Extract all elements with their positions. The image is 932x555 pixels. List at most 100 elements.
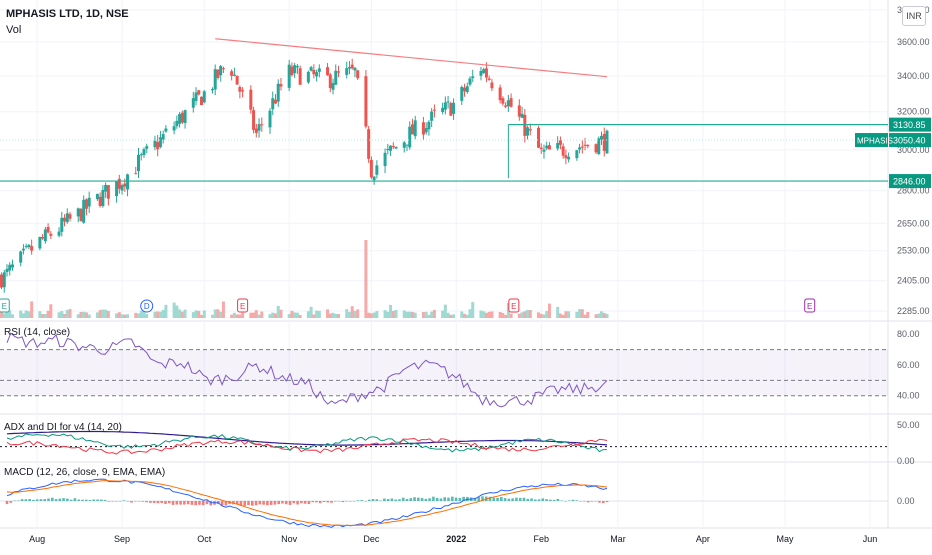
candle-body bbox=[485, 68, 488, 77]
event-marker-label: E bbox=[511, 302, 516, 311]
volume-bar bbox=[452, 314, 455, 318]
macd-histogram-bar bbox=[413, 497, 416, 501]
volume-bar bbox=[41, 314, 44, 318]
candle-body bbox=[192, 98, 195, 108]
candle-body bbox=[6, 269, 9, 272]
candle-body bbox=[156, 142, 159, 149]
candle-body bbox=[153, 141, 156, 147]
candle-body bbox=[504, 105, 507, 106]
volume-bar bbox=[181, 312, 184, 318]
volume-bar bbox=[460, 312, 463, 318]
candle-body bbox=[523, 115, 526, 136]
candle-body bbox=[540, 148, 543, 149]
volume-bar bbox=[82, 312, 85, 318]
candle-body bbox=[425, 128, 428, 132]
macd-histogram-bar bbox=[115, 501, 118, 502]
macd-histogram-bar bbox=[81, 500, 84, 501]
volume-bar bbox=[326, 309, 329, 318]
candle-body bbox=[222, 68, 225, 69]
macd-histogram-bar bbox=[168, 501, 171, 503]
y-tick-label: 3600.00 bbox=[897, 37, 930, 47]
macd-histogram-bar bbox=[296, 501, 299, 504]
macd-histogram-bar bbox=[198, 501, 201, 505]
macd-histogram-bar bbox=[425, 499, 428, 501]
macd-histogram-bar bbox=[587, 501, 590, 502]
volume-bar bbox=[367, 313, 370, 318]
rsi-y-tick: 60.00 bbox=[897, 360, 920, 370]
candle-body bbox=[293, 65, 296, 73]
macd-histogram-bar bbox=[606, 501, 609, 502]
candle-body bbox=[460, 87, 463, 101]
volume-bar bbox=[348, 312, 351, 318]
candle-body bbox=[471, 76, 474, 78]
volume-bar bbox=[164, 305, 167, 318]
macd-histogram-bar bbox=[292, 501, 295, 503]
adx-line bbox=[7, 432, 607, 446]
x-tick-label: Feb bbox=[533, 534, 549, 544]
macd-histogram-bar bbox=[545, 499, 548, 501]
volume-bar bbox=[173, 303, 176, 318]
volume-bar bbox=[288, 314, 291, 318]
volume-bar bbox=[107, 311, 110, 318]
candle-body bbox=[230, 71, 233, 76]
volume-bar bbox=[395, 310, 398, 318]
macd-histogram-bar bbox=[179, 501, 182, 505]
candle-body bbox=[211, 89, 214, 90]
candle-body bbox=[600, 136, 603, 140]
candle-body bbox=[175, 121, 178, 126]
macd-histogram-bar bbox=[576, 500, 579, 501]
macd-histogram-bar bbox=[432, 497, 435, 501]
candle-body bbox=[290, 66, 293, 75]
candle-body bbox=[526, 127, 529, 135]
volume-bar bbox=[255, 310, 258, 318]
volume-bar bbox=[581, 309, 584, 318]
candle-body bbox=[414, 120, 417, 136]
volume-bar bbox=[310, 307, 313, 318]
macd-histogram-bar bbox=[285, 501, 288, 504]
volume-bar bbox=[269, 314, 272, 318]
macd-histogram-bar bbox=[372, 499, 375, 501]
candle-body bbox=[403, 142, 406, 148]
macd-histogram-bar bbox=[357, 500, 360, 501]
macd-histogram-bar bbox=[100, 500, 103, 501]
volume-bar bbox=[47, 311, 50, 318]
volume-bar bbox=[384, 310, 387, 318]
candle-body bbox=[236, 76, 239, 85]
candle-body bbox=[364, 76, 367, 126]
candle-body bbox=[181, 113, 184, 123]
macd-histogram-bar bbox=[349, 501, 352, 502]
macd-histogram-bar bbox=[504, 498, 507, 501]
candle-body bbox=[27, 245, 30, 247]
candle-body bbox=[82, 200, 85, 223]
macd-histogram-bar bbox=[25, 499, 28, 501]
macd-histogram-bar bbox=[455, 498, 458, 501]
candle-body bbox=[367, 129, 370, 159]
volume-bar bbox=[603, 313, 606, 318]
candle-body bbox=[134, 173, 137, 174]
volume-bar bbox=[471, 302, 474, 318]
candle-body bbox=[575, 150, 578, 158]
volume-bar bbox=[69, 309, 72, 318]
currency-badge[interactable]: INR bbox=[902, 6, 926, 26]
macd-histogram-bar bbox=[342, 501, 345, 502]
macd-histogram-bar bbox=[492, 498, 495, 501]
macd-histogram-bar bbox=[353, 501, 356, 502]
macd-y-tick: 0.00 bbox=[897, 496, 915, 506]
macd-histogram-bar bbox=[406, 499, 409, 501]
volume-bar bbox=[38, 311, 41, 318]
y-tick-label: 3400.00 bbox=[897, 71, 930, 81]
macd-histogram-bar bbox=[338, 501, 341, 502]
volume-bar bbox=[449, 315, 452, 318]
candle-body bbox=[312, 70, 315, 74]
candle-body bbox=[395, 147, 398, 149]
candle-body bbox=[104, 185, 107, 192]
plus-di-line bbox=[7, 434, 607, 452]
macd-histogram-bar bbox=[43, 499, 46, 501]
candle-body bbox=[19, 251, 22, 262]
candle-body bbox=[142, 149, 145, 155]
macd-histogram-bar bbox=[157, 501, 160, 503]
macd-histogram-bar bbox=[92, 499, 95, 501]
volume-bar bbox=[556, 307, 559, 318]
macd-histogram-bar bbox=[447, 498, 450, 501]
volume-bar bbox=[293, 312, 296, 318]
